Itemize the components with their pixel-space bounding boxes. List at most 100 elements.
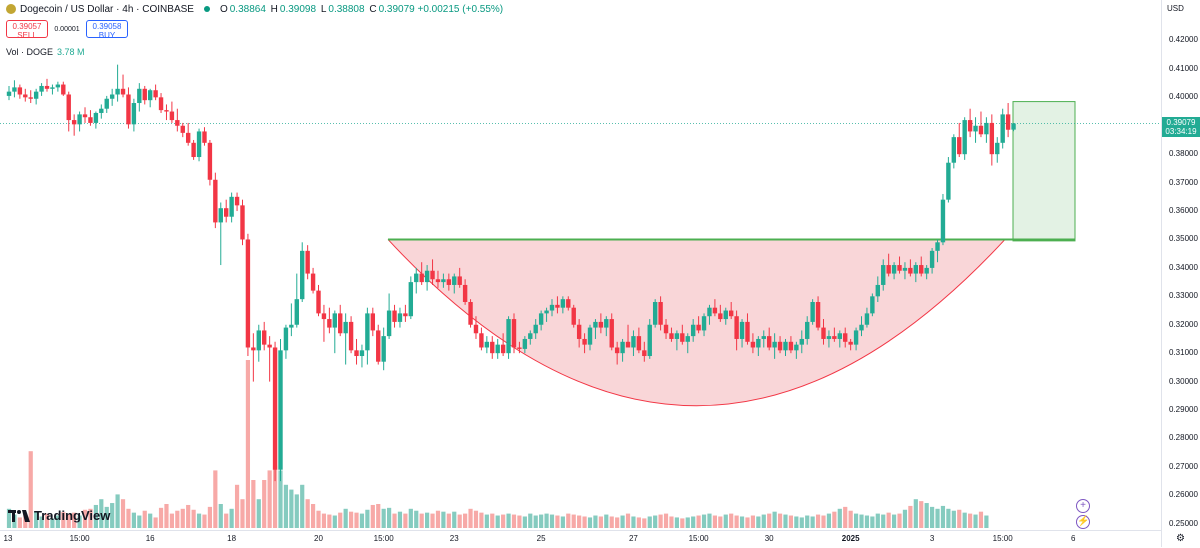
candle-body — [240, 205, 245, 240]
volume-bar — [511, 514, 517, 528]
candle-body — [175, 120, 180, 126]
price-tick-label: 0.38000 — [1169, 149, 1198, 159]
candle-body — [886, 265, 891, 274]
volume-bar — [968, 513, 973, 528]
candle-body — [821, 327, 826, 339]
candle-body — [153, 90, 158, 98]
symbol-title[interactable]: Dogecoin / US Dollar · 4h · COINBASE — [20, 3, 194, 15]
volume-bar — [186, 504, 191, 528]
volume-legend: Vol · DOGE 3.78 M — [6, 47, 85, 57]
volume-bar — [495, 515, 500, 528]
currency-label[interactable]: USD — [1167, 4, 1184, 13]
volume-bar — [870, 516, 875, 528]
volume-bar — [28, 451, 33, 528]
volume-bar — [50, 518, 55, 528]
candle-body — [897, 265, 902, 271]
volume-bar — [674, 517, 679, 528]
candle-body — [446, 279, 452, 285]
candle-body — [636, 336, 642, 351]
candle-body — [305, 250, 310, 274]
candle-body — [614, 347, 620, 354]
candle-body — [571, 307, 576, 325]
candle-body — [424, 270, 430, 283]
candle-body — [767, 336, 772, 348]
volume-bar — [750, 515, 756, 528]
sell-button[interactable]: 0.39057 SELL — [6, 20, 48, 40]
candle-body — [674, 333, 680, 339]
candle-body — [191, 142, 196, 158]
time-axis[interactable]: 13 15:00 16 18 20 15:00 23 25 27 15:00 30 2025 3 15:0… — [0, 530, 1161, 548]
buy-price: 0.39058 — [92, 22, 122, 31]
candle-body — [642, 350, 647, 357]
candle-body — [506, 319, 511, 354]
candle-body — [756, 338, 761, 348]
candle-body — [93, 112, 99, 123]
buy-button[interactable]: 0.39058 BUY — [86, 20, 128, 40]
volume-bar — [549, 514, 555, 528]
plus-circle-icon[interactable]: + — [1076, 499, 1090, 513]
candle-body — [517, 347, 522, 349]
volume-label[interactable]: Vol · DOGE — [6, 47, 54, 57]
candle-body — [935, 242, 940, 251]
volume-bar — [707, 513, 712, 528]
volume-bar — [805, 515, 810, 528]
volume-bar — [343, 508, 348, 528]
price-axis[interactable]: USD 0.420000.410000.400000.390000.380000… — [1161, 0, 1200, 547]
candle-body — [652, 302, 658, 325]
open-value: 0.38864 — [229, 3, 266, 15]
candle-body — [61, 84, 66, 95]
volume-bar — [577, 515, 582, 528]
candle-body — [962, 120, 967, 155]
candle-body — [23, 94, 28, 98]
candle-body — [66, 94, 71, 121]
volume-bar — [93, 504, 98, 528]
time-tick-label: 15:00 — [373, 534, 394, 543]
candle-body — [690, 324, 696, 337]
sell-label: SELL — [17, 31, 37, 40]
candle-body — [957, 137, 962, 155]
candle-body — [853, 330, 859, 345]
candle-body — [783, 341, 788, 351]
volume-bar — [142, 510, 147, 528]
candle-body — [245, 239, 251, 348]
candle-body — [218, 208, 223, 223]
volume-bar — [44, 513, 50, 528]
candle-body — [82, 114, 88, 118]
volume-bar — [66, 514, 71, 528]
volume-bar — [794, 516, 799, 528]
price-tick-label: 0.29000 — [1169, 405, 1198, 415]
volume-value: 3.78 M — [57, 47, 85, 57]
candle-body — [533, 324, 538, 334]
candle-body — [794, 344, 799, 351]
time-tick-label: 2025 — [841, 534, 860, 543]
volume-bar — [810, 516, 815, 528]
volume-bar — [283, 484, 289, 528]
candle-body — [338, 313, 343, 334]
volume-bar — [289, 489, 294, 528]
candle-body — [739, 321, 745, 339]
volume-bar — [6, 508, 12, 528]
candle-body — [33, 91, 39, 99]
volume-bar — [452, 511, 457, 528]
candle-body — [109, 94, 115, 99]
volume-bar — [224, 513, 229, 528]
gear-icon[interactable]: ⚙ — [1176, 533, 1185, 544]
volume-bar — [267, 470, 272, 528]
candle-body — [403, 313, 408, 317]
candle-body — [919, 265, 924, 274]
volume-bar — [82, 509, 88, 528]
volume-bar — [951, 510, 956, 528]
lightning-icon[interactable]: ⚡ — [1076, 515, 1090, 529]
candle-body — [528, 333, 533, 339]
candle-body — [392, 310, 397, 322]
volume-bar — [153, 517, 158, 528]
volume-bar — [441, 511, 446, 528]
low-value: 0.38808 — [328, 3, 365, 15]
price-chart[interactable] — [0, 0, 1161, 530]
time-tick-label: 15:00 — [992, 534, 1013, 543]
candle-body — [207, 142, 213, 180]
volume-bar — [180, 508, 185, 528]
volume-bar — [408, 508, 413, 528]
candle-body — [604, 319, 609, 328]
candle-body — [734, 316, 739, 339]
